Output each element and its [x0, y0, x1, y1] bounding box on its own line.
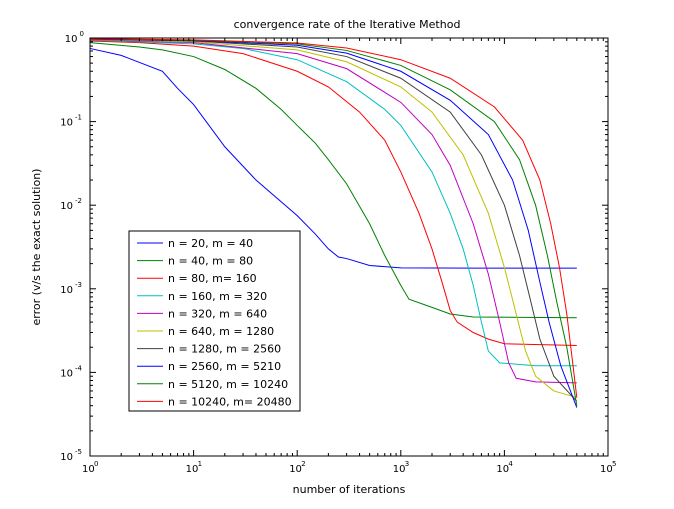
- axes-frame: [89, 37, 609, 457]
- series-line-2: [89, 42, 577, 319]
- y-tick-label-exponent: -1: [75, 114, 82, 122]
- series-line-6: [89, 38, 577, 399]
- y-tick-label-exponent: -4: [75, 364, 83, 372]
- x-tick-label-exponent: 5: [612, 460, 616, 468]
- legend-label: n = 20, m = 40: [168, 237, 253, 250]
- series-line-4: [89, 39, 577, 367]
- legend-label: n = 5120, m = 10240: [168, 378, 288, 391]
- series-line-10: [89, 38, 578, 398]
- x-tick-label: 10: [393, 464, 406, 475]
- y-tick-label-exponent: 0: [80, 30, 84, 38]
- x-tick-label: 10: [496, 464, 509, 475]
- x-tick-label: 10: [82, 464, 95, 475]
- legend-label: n = 40, m = 80: [168, 255, 253, 268]
- y-tick-label: 10: [60, 285, 73, 296]
- legend-label: n = 640, m = 1280: [168, 325, 274, 338]
- x-tick-label: 10: [186, 464, 199, 475]
- y-tick-label-exponent: -5: [75, 448, 82, 456]
- x-tick-label-exponent: 1: [198, 460, 202, 468]
- y-tick-label-exponent: -2: [75, 197, 82, 205]
- legend-entries: n = 20, m = 40 n = 40, m = 80 n = 80, m= 1…: [137, 237, 292, 408]
- series-line-3: [89, 40, 577, 346]
- chart-title: convergence rate of the Iterative Method: [234, 18, 461, 31]
- legend-label: n = 160, m = 320: [168, 290, 267, 303]
- y-axis-label: error (v/s the exact solution): [30, 169, 43, 326]
- legend-label: n = 80, m= 160: [168, 272, 257, 285]
- series-layer: [89, 38, 578, 408]
- legend: n = 20, m = 40 n = 40, m = 80 n = 80, m= 1…: [128, 230, 301, 412]
- y-tick-label: 10: [60, 368, 73, 379]
- ticks-layer: 10 0 10 1 10 2 10 3 10 4 10 510 010 -110 -210 -310 -410-…: [60, 30, 616, 475]
- x-tick-label: 10: [600, 464, 613, 475]
- legend-label: n = 1280, m = 2560: [168, 343, 281, 356]
- y-tick-label-exponent: -3: [75, 281, 82, 289]
- series-line-1: [89, 47, 577, 269]
- x-tick-label-exponent: 3: [405, 460, 409, 468]
- x-axis-label: number of iterations: [293, 483, 406, 496]
- legend-label: n = 10240, m= 20480: [168, 395, 292, 408]
- y-tick-label: 10: [60, 118, 73, 129]
- series-line-8: [89, 38, 578, 408]
- y-tick-label: 10: [60, 201, 73, 212]
- series-line-7: [89, 38, 578, 402]
- x-tick-label-exponent: 2: [301, 460, 305, 468]
- y-tick-label: 10: [65, 34, 78, 45]
- series-line-5: [89, 39, 577, 384]
- y-tick-label: 10: [60, 452, 73, 463]
- x-tick-label-exponent: 4: [508, 460, 513, 468]
- legend-label: n = 320, m = 640: [168, 307, 267, 320]
- legend-label: n = 2560, m = 5210: [168, 360, 281, 373]
- x-tick-label-exponent: 0: [94, 460, 98, 468]
- x-tick-label: 10: [289, 464, 302, 475]
